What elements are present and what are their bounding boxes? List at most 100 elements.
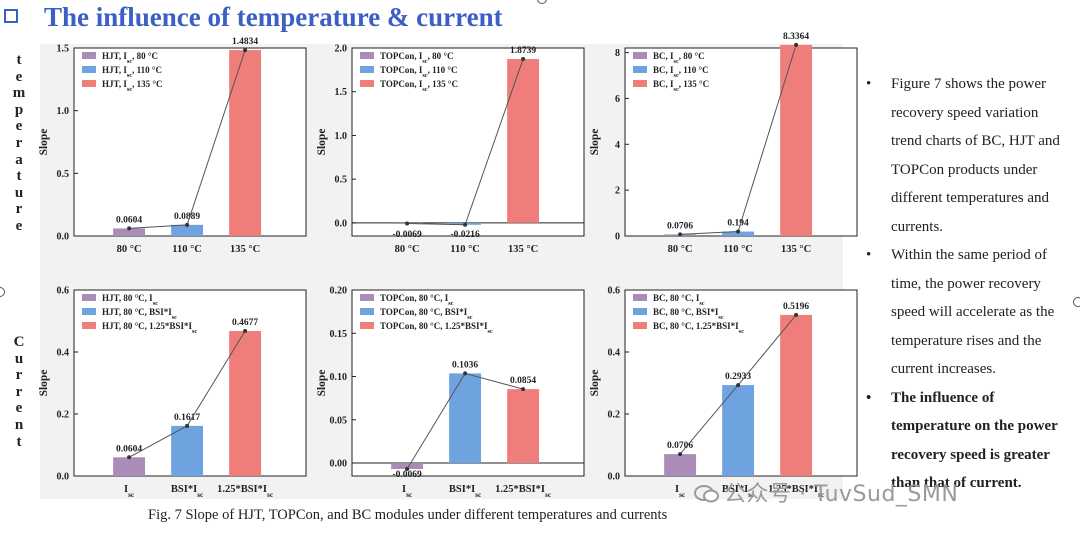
y-tick-label: 0.4 [608, 348, 621, 359]
trend-point [127, 455, 132, 460]
row-label-letter: e [15, 68, 23, 85]
bullet-square-icon [4, 9, 18, 23]
row-label-letter: r [15, 367, 23, 384]
y-tick-label: 1.0 [57, 106, 70, 117]
trend-point [185, 423, 190, 428]
row-label-letter: r [15, 383, 23, 400]
x-tick-label: Isc​ [124, 484, 135, 499]
y-tick-label: 0.0 [608, 472, 621, 483]
data-label: 0.0604 [116, 215, 142, 225]
legend-entry: HJT, 80 °C, 1.25*BSI*Isc​ [102, 321, 197, 335]
row-label-letter: t [16, 52, 22, 68]
chart-2: 0.0 0.5 1.0 1.5 2.0 Slope -0.0069 80 °C -0.0216 1… [316, 44, 585, 255]
chart-1: 0.0 0.5 1.0 1.5 Slope 0.0604 80 °C 0.0889 110 °C… [38, 37, 307, 255]
y-tick-label: 1.5 [335, 87, 348, 98]
legend-entry: BC, Isc​, 135 °C [653, 79, 709, 93]
bar [171, 425, 204, 476]
y-axis-label: Slope [38, 370, 50, 397]
trend-point [521, 387, 526, 392]
x-tick-label: 80 °C [668, 244, 693, 255]
bullet-item: • Figure 7 shows the power recovery spee… [866, 70, 1072, 241]
trend-point [405, 466, 410, 471]
y-tick-label: 0.05 [330, 415, 348, 426]
legend-entry: TOPCon, Isc​, 110 °C [380, 65, 457, 79]
x-tick-label: 135 °C [230, 244, 260, 255]
x-tick-label: Isc​ [675, 484, 686, 499]
data-label: -0.0069 [392, 230, 422, 240]
y-axis-label: Slope [316, 129, 328, 156]
bar [449, 373, 482, 464]
legend-entry: HJT, Isc​, 110 °C [102, 65, 162, 79]
legend-swatch [633, 294, 647, 301]
bullet-dot-icon: • [866, 76, 872, 92]
bullet-text: Within the same period of time, the powe… [891, 247, 1055, 377]
data-label: 0.1617 [174, 413, 200, 423]
resize-handle-right[interactable] [1073, 297, 1080, 307]
slide-title: The influence of temperature & current [44, 2, 503, 32]
bar [113, 457, 146, 476]
data-label: 0.0604 [116, 444, 142, 454]
data-label: 0.0854 [510, 376, 536, 386]
plot-frame [624, 47, 858, 237]
y-tick-label: 2.0 [335, 44, 348, 55]
legend-swatch [633, 52, 647, 59]
trend-point [405, 221, 410, 226]
y-tick-label: 1.0 [335, 131, 348, 142]
data-label: -0.0216 [450, 230, 480, 240]
legend-swatch [82, 294, 96, 301]
bullet-text: The influence of temperature on the powe… [891, 389, 1058, 492]
data-label: 8.3364 [783, 32, 809, 42]
y-tick-label: 0.6 [57, 286, 70, 297]
legend-entry: BC, 80 °C, 1.25*BSI*Isc​ [653, 321, 744, 335]
watermark-text: 公众号 · TuvSud_SMN [724, 482, 959, 507]
x-tick-label: 1.25*BSI*Isc​ [768, 484, 825, 499]
legend-entry: TOPCon, 80 °C, BSI*Isc​ [380, 307, 473, 321]
legend-entry: HJT, Isc​, 135 °C [102, 79, 162, 93]
y-tick-label: 0.0 [57, 232, 70, 243]
y-axis-label: Slope [589, 370, 601, 397]
x-tick-label: 110 °C [450, 244, 480, 255]
legend-swatch [82, 52, 96, 59]
trend-point [678, 232, 683, 237]
bar [507, 389, 540, 464]
row-label-letter: t [16, 168, 22, 185]
row-label-letter: p [14, 101, 24, 118]
legend-entry: TOPCon, Isc​, 80 °C [380, 51, 453, 65]
chart-6: 0.0 0.2 0.4 0.6 Slope 0.0706 Isc​ 0.2933 BSI*Isc… [589, 286, 858, 499]
y-tick-label: 0 [615, 232, 620, 243]
row-label-letter: C [13, 334, 25, 350]
y-axis-label: Slope [316, 370, 328, 397]
y-tick-label: 0.00 [330, 459, 348, 470]
legend-swatch [633, 80, 647, 87]
y-tick-label: 0.20 [330, 286, 348, 297]
data-label: -0.0069 [392, 470, 422, 480]
data-label: 0.0889 [174, 212, 200, 222]
y-tick-label: 2 [615, 186, 620, 197]
legend-swatch [360, 322, 374, 329]
row-label-letter: t [16, 433, 22, 450]
y-tick-label: 0.0 [57, 472, 70, 483]
chart-4: 0.0 0.2 0.4 0.6 Slope 0.0604 Isc​ 0.1617 BSI*Isc… [38, 286, 307, 499]
legend-swatch [82, 66, 96, 73]
y-axis-label: Slope [589, 129, 601, 156]
bullet-dot-icon: • [866, 389, 872, 406]
bar [722, 385, 755, 476]
legend-entry: TOPCon, Isc​, 135 °C [380, 79, 458, 93]
plot-frame [73, 47, 307, 237]
row-label-letter: r [15, 134, 23, 151]
figure-caption: Fig. 7 Slope of HJT, TOPCon, and BC modu… [148, 507, 668, 523]
bar [780, 44, 813, 237]
y-tick-label: 6 [615, 94, 620, 105]
legend-swatch [82, 322, 96, 329]
legend-swatch [633, 308, 647, 315]
legend-entry: TOPCon, 80 °C, Isc​ [380, 293, 454, 307]
legend-entry: BC, 80 °C, Isc​ [653, 293, 705, 307]
legend-entry: HJT, 80 °C, Isc​ [102, 293, 158, 307]
x-tick-label: BSI*Isc​ [449, 484, 482, 499]
trend-point [521, 57, 526, 62]
x-tick-label: BSI*Isc​ [171, 484, 204, 499]
row-label-letter: m [12, 85, 26, 102]
y-tick-label: 0.2 [608, 410, 621, 421]
